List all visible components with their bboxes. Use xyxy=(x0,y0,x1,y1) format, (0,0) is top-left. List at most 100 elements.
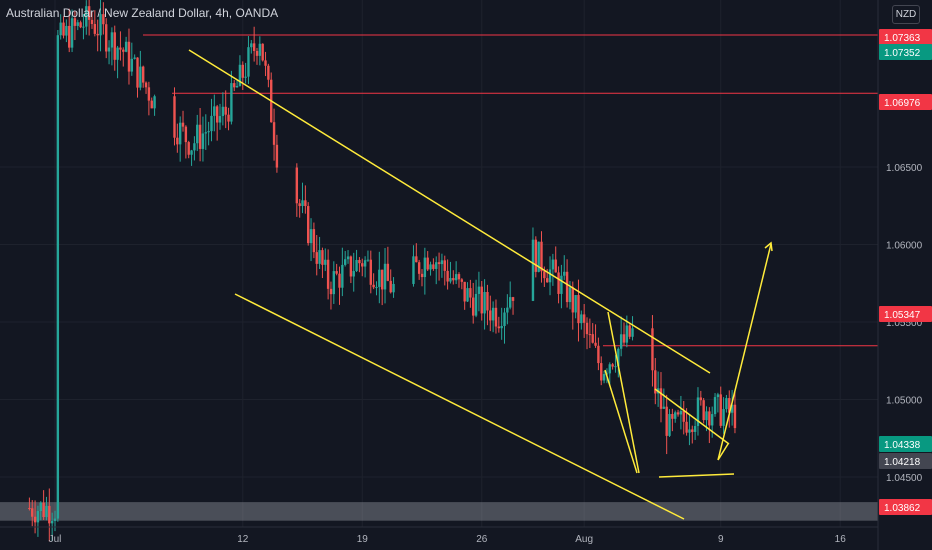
candle-body xyxy=(722,409,725,426)
candle-body xyxy=(93,24,97,34)
candle-body xyxy=(730,404,734,413)
candle-body xyxy=(238,64,242,86)
time-tick-label: Aug xyxy=(575,534,593,545)
candle-body xyxy=(70,18,74,48)
candle-body xyxy=(233,83,236,88)
candle-body xyxy=(651,328,654,371)
candle-body xyxy=(585,322,589,335)
trendline-drawings[interactable] xyxy=(188,49,773,520)
candle-body xyxy=(594,342,597,346)
candle-body xyxy=(141,66,145,83)
candle-body xyxy=(494,307,498,327)
currency-button[interactable]: NZD xyxy=(892,5,920,24)
candle-body xyxy=(625,325,629,343)
candle-body xyxy=(719,394,722,426)
candle-body xyxy=(53,518,57,521)
candle-body xyxy=(341,264,344,288)
candle-body xyxy=(176,137,179,145)
candle-body xyxy=(99,14,102,36)
candle-body xyxy=(79,22,82,28)
candle-body xyxy=(503,312,506,327)
wedge-lower-line xyxy=(658,473,735,478)
candle-body xyxy=(622,334,626,343)
candle-body xyxy=(412,256,415,284)
candle-body xyxy=(435,262,438,269)
projection-arrow-line xyxy=(717,243,772,461)
candle-body xyxy=(187,142,190,155)
candle-body xyxy=(369,259,372,285)
projection-arrow-head xyxy=(764,241,773,252)
candle-body xyxy=(127,41,131,72)
candle-body xyxy=(531,239,535,301)
price-label-text: 1.04338 xyxy=(884,440,921,451)
candle-body xyxy=(619,334,623,349)
candle-body xyxy=(534,239,538,272)
candle-body xyxy=(309,229,313,244)
candle-body xyxy=(85,6,88,27)
candle-body xyxy=(679,410,683,415)
candle-body xyxy=(124,41,128,52)
candle-body xyxy=(426,257,429,270)
candle-body xyxy=(691,429,694,432)
candle-body xyxy=(671,414,674,419)
candle-body xyxy=(329,288,333,295)
candle-body xyxy=(73,18,77,26)
time-axis[interactable]: Jul 12 19 26 Aug 9 16 xyxy=(49,534,847,545)
candle-body xyxy=(452,278,455,281)
candle-body xyxy=(295,167,299,204)
candle-body xyxy=(602,374,606,381)
candle-body xyxy=(725,398,728,410)
candle-body xyxy=(332,271,336,295)
price-label-text: 1.03862 xyxy=(884,503,921,514)
candle-body xyxy=(682,410,685,422)
candle-body xyxy=(28,508,31,509)
candle-body xyxy=(252,43,256,51)
candle-body xyxy=(178,122,182,145)
candle-body xyxy=(42,502,45,518)
time-tick-label: 12 xyxy=(237,534,249,545)
price-label-box xyxy=(879,453,932,469)
candle-body xyxy=(48,505,51,524)
candle-body xyxy=(557,272,560,294)
candle-body xyxy=(617,348,620,367)
price-axis[interactable]: 1.065001.060001.055001.050001.045001.040… xyxy=(886,163,923,550)
candle-body xyxy=(699,397,703,401)
candle-body xyxy=(139,66,142,88)
candle-body xyxy=(184,126,188,143)
candle-body xyxy=(133,57,136,59)
candle-body xyxy=(483,292,486,314)
candle-body xyxy=(304,200,307,207)
time-tick-label: 9 xyxy=(718,534,724,545)
candle-body xyxy=(321,250,324,265)
candle-body xyxy=(196,124,199,144)
wedge-left-line xyxy=(607,311,640,474)
candle-body xyxy=(65,25,68,36)
candle-body xyxy=(489,310,492,321)
grid-lines xyxy=(0,0,878,527)
candle-body xyxy=(258,43,262,56)
candle-body xyxy=(235,85,239,88)
candle-body xyxy=(207,131,210,133)
candle-body xyxy=(349,256,353,277)
price-tick-label: 1.05500 xyxy=(886,318,923,329)
candle-body xyxy=(267,65,270,80)
candle-body xyxy=(355,259,358,272)
candle-body xyxy=(68,25,71,48)
candle-body xyxy=(460,279,464,282)
price-label-box xyxy=(879,499,932,515)
candle-body xyxy=(119,47,122,50)
candle-body xyxy=(423,257,427,278)
candle-body xyxy=(540,241,543,272)
candle-body xyxy=(466,288,469,302)
channel-lower-trendline xyxy=(234,293,685,520)
candle-body xyxy=(363,260,367,267)
candle-body xyxy=(380,269,384,290)
candle-body xyxy=(50,520,54,524)
candle-body xyxy=(33,516,37,523)
candle-body xyxy=(497,326,501,329)
candle-body xyxy=(611,364,614,367)
candle-body xyxy=(45,505,48,518)
price-label-box xyxy=(879,44,932,60)
